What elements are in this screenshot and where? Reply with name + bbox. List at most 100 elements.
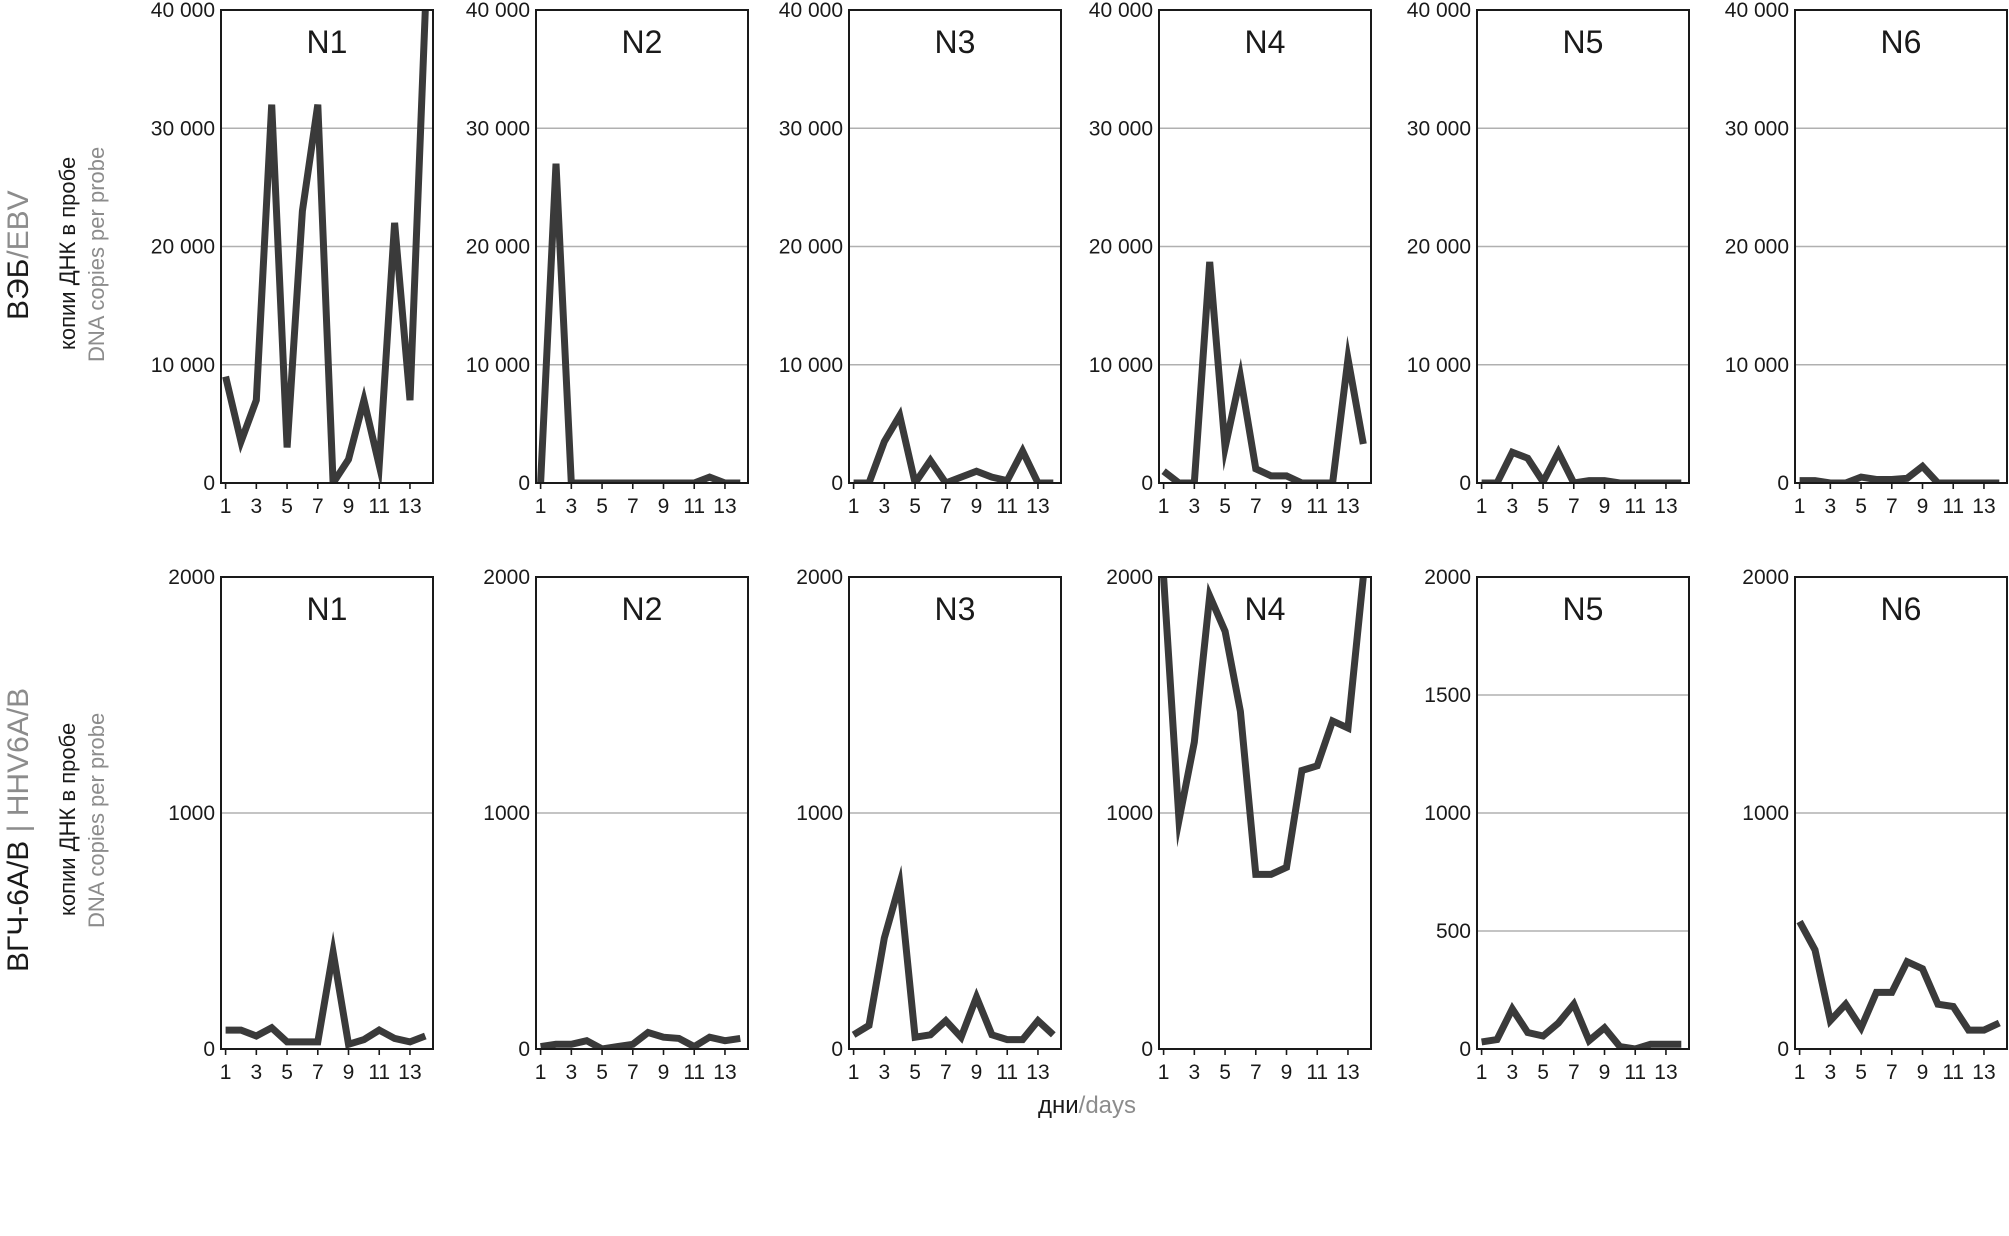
panel-r1-n6-ytick-label-0: 0 — [1777, 472, 1789, 495]
panel-r1-n5-ytick-label-3: 30 000 — [1407, 117, 1471, 140]
panel-r1-n6-ytick-label-2: 20 000 — [1725, 236, 1789, 259]
panel-r1-n3-ytick-label-4: 40 000 — [779, 0, 843, 22]
panel-r1-n3-ytick-label-0: 0 — [831, 472, 843, 495]
panel-r2-n5-xtick-label-5: 11 — [1624, 1061, 1646, 1084]
panel-r1-n4-title: N4 — [1245, 24, 1286, 60]
panel-r1-n3-xtick-label-1: 3 — [878, 495, 890, 518]
panel-r1-n2-xtick-label-2: 5 — [596, 495, 608, 518]
panel-r2-n6-ytick-label-1: 1000 — [1742, 802, 1789, 825]
panel-r2-n5-frame — [1476, 576, 1690, 1050]
panel-r1-n2-ytick-label-0: 0 — [518, 472, 530, 495]
panel-r1-n1-ytick-label-3: 30 000 — [151, 117, 215, 140]
panel-r1-n3-xtick-label-3: 7 — [940, 495, 952, 518]
panel-r1-n1-xtick-label-0: 1 — [220, 495, 232, 518]
panel-r1-n5-ytick-label-4: 40 000 — [1407, 0, 1471, 22]
panel-r1-n2-ytick-label-2: 20 000 — [466, 236, 530, 259]
row-2-ylabel-en: DNA copies per probe — [84, 713, 109, 928]
panel-r1-n1-xtick-label-4: 9 — [343, 495, 355, 518]
panel-r1-n1-xtick-label-1: 3 — [250, 495, 262, 518]
row-1-ylabel-ru: копии ДНК в пробе — [55, 157, 80, 350]
panel-r1-n6-xtick-label-2: 5 — [1855, 495, 1867, 518]
panel-r1-n3-frame — [848, 9, 1062, 484]
panel-r1-n2-xtick-label-5: 11 — [683, 495, 705, 518]
panel-r1-n6-frame — [1794, 9, 2008, 484]
panel-r2-n4-ytick-label-2: 2000 — [1106, 566, 1153, 589]
panel-r1-n5-xtick-label-5: 11 — [1624, 495, 1646, 518]
panel-r1-n4-xtick-label-0: 1 — [1158, 495, 1170, 518]
panel-r1-n2-frame — [535, 9, 749, 484]
panel-r1-n3-ytick-label-1: 10 000 — [779, 354, 843, 377]
panel-r2-n1-xtick-label-3: 7 — [312, 1061, 324, 1084]
x-axis-label-ru: дни — [1038, 1092, 1079, 1119]
panel-r2-n4-xtick-label-5: 11 — [1306, 1061, 1328, 1084]
panel-r2-n6-xtick-label-4: 9 — [1917, 1061, 1929, 1084]
panel-r1-n4-xtick-label-6: 13 — [1336, 495, 1359, 518]
panel-r1-n5-ytick-label-1: 10 000 — [1407, 354, 1471, 377]
panel-r1-n4-ytick-label-3: 30 000 — [1089, 117, 1153, 140]
panel-r2-n1-xtick-label-2: 5 — [281, 1061, 293, 1084]
panel-r2-n1-xtick-label-5: 11 — [368, 1061, 390, 1084]
panel-r2-n3-xtick-label-0: 1 — [848, 1061, 860, 1084]
panel-r1-n3-xtick-label-5: 11 — [996, 495, 1018, 518]
panel-r2-n6-xtick-label-0: 1 — [1794, 1061, 1806, 1084]
panel-r2-n4-xtick-label-1: 3 — [1188, 1061, 1200, 1084]
panel-r2-n5-ytick-label-4: 2000 — [1424, 566, 1471, 589]
panel-r1-n6-title: N6 — [1881, 24, 1922, 60]
panel-r1-n4-ytick-label-4: 40 000 — [1089, 0, 1153, 22]
panel-r1-n5-xtick-label-4: 9 — [1599, 495, 1611, 518]
panel-r2-n6-frame — [1794, 576, 2008, 1050]
row-2-virus-sep: | — [2, 816, 35, 840]
panel-r1-n3-xtick-label-6: 13 — [1026, 495, 1049, 518]
panel-r2-n6-xtick-label-1: 3 — [1824, 1061, 1836, 1084]
panel-r1-n4-series-line — [1161, 261, 1367, 483]
panel-r1-n5-ytick-label-0: 0 — [1459, 472, 1471, 495]
panel-r2-n4-xtick-label-3: 7 — [1250, 1061, 1262, 1084]
panel-r1-n1-series-line — [222, 10, 429, 483]
panel-r1-n3-xtick-label-2: 5 — [909, 495, 921, 518]
panel-r1-n4-xtick-label-1: 3 — [1188, 495, 1200, 518]
panel-r2-n4-title: N4 — [1245, 591, 1286, 627]
panel-r1-n2-xtick-label-3: 7 — [627, 495, 639, 518]
row-2-labels: ВГЧ-6А/В | HHV6A/B копии ДНК в пробе DNA… — [2, 688, 109, 972]
panel-r2-n2-series-line — [540, 1028, 741, 1049]
panel-r1-n5-title: N5 — [1563, 24, 1604, 60]
panel-r2-n3-ytick-label-2: 2000 — [796, 566, 843, 589]
panel-r1-n1-ytick-label-1: 10 000 — [151, 354, 215, 377]
panel-r2-n5-xtick-label-2: 5 — [1537, 1061, 1549, 1084]
panel-r1-n6-xtick-label-1: 3 — [1824, 495, 1836, 518]
panel-r2-n5-xtick-label-1: 3 — [1506, 1061, 1518, 1084]
panel-r1-n6-series-line — [1799, 461, 2000, 483]
panel-r2-n2-ytick-label-0: 0 — [518, 1038, 530, 1061]
panel-r1-n2-xtick-label-0: 1 — [535, 495, 547, 518]
panel-r1-n2-ytick-label-4: 40 000 — [466, 0, 530, 22]
x-axis-label-en: days — [1085, 1092, 1136, 1119]
panel-r1-n1-ytick-label-0: 0 — [203, 472, 215, 495]
panel-r2-n5-ytick-label-0: 0 — [1459, 1038, 1471, 1061]
panel-r1-n6-xtick-label-0: 1 — [1794, 495, 1806, 518]
panel-r2-n6-series-line — [1796, 919, 2001, 1036]
panel-r2-n6-xtick-label-5: 11 — [1942, 1061, 1964, 1084]
panel-r2-n2-frame — [535, 576, 749, 1050]
row-2-virus-en: HHV6A/B — [2, 688, 35, 816]
panel-r1-n5-xtick-label-0: 1 — [1476, 495, 1488, 518]
panel-r1-n2-xtick-label-4: 9 — [658, 495, 670, 518]
panel-r2-n3-xtick-label-1: 3 — [878, 1061, 890, 1084]
panel-r2-n1-xtick-label-1: 3 — [250, 1061, 262, 1084]
panel-r2-n3-xtick-label-6: 13 — [1026, 1061, 1049, 1084]
panel-r2-n4-xtick-label-2: 5 — [1219, 1061, 1231, 1084]
panel-r2-n5-xtick-label-6: 13 — [1654, 1061, 1677, 1084]
panel-r2-n3-xtick-label-5: 11 — [996, 1061, 1018, 1084]
row-1-virus-sep: / — [2, 250, 35, 259]
panel-r1-n4-xtick-label-3: 7 — [1250, 495, 1262, 518]
panel-r2-n5-xtick-label-3: 7 — [1568, 1061, 1580, 1084]
panel-r1-n3-ytick-label-2: 20 000 — [779, 236, 843, 259]
